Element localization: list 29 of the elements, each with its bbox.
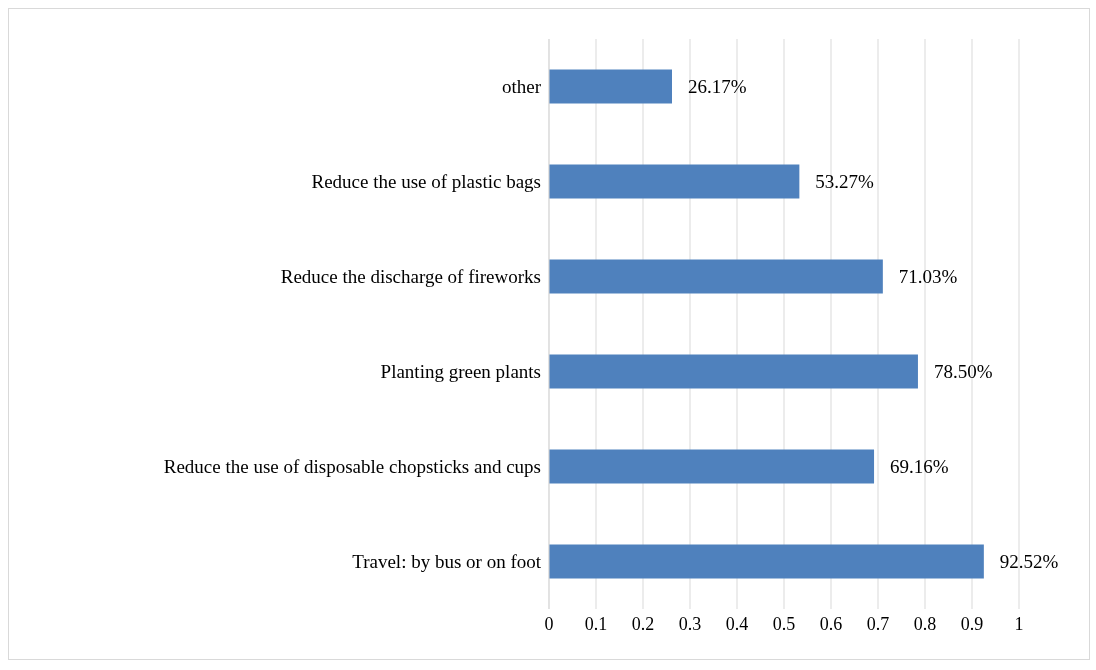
x-tick-label: 0.8 [913, 613, 937, 634]
x-tick-label: 0.5 [772, 613, 796, 634]
bar [549, 354, 918, 389]
data-label: 71.03% [898, 266, 958, 288]
x-tick-label: 0 [544, 613, 554, 634]
y-tick-label: Reduce the use of plastic bags [311, 171, 541, 193]
bar [549, 544, 984, 579]
bar [549, 449, 875, 484]
x-tick-label: 0.3 [678, 613, 702, 634]
x-tick-label: 0.2 [631, 613, 655, 634]
bar [549, 164, 800, 199]
y-tick-label: other [501, 76, 542, 98]
x-tick-label: 0.7 [866, 613, 890, 634]
data-label: 26.17% [688, 76, 747, 98]
data-label: 53.27% [815, 171, 875, 193]
y-tick-label: Reduce the use of disposable chopsticks and cups [163, 456, 541, 478]
x-tick-label: 1 [1014, 613, 1024, 634]
y-tick-label: Reduce the discharge of fireworks [280, 266, 541, 288]
bar [549, 259, 883, 294]
y-tick-label: Planting green plants [380, 361, 541, 383]
x-tick-label: 0.4 [725, 613, 749, 634]
bar [549, 69, 672, 104]
x-tick-label: 0.9 [960, 613, 984, 634]
data-label: 69.16% [890, 456, 949, 478]
data-label: 78.50% [933, 361, 993, 383]
x-tick-label: 0.1 [584, 613, 608, 634]
data-label: 92.52% [999, 551, 1059, 573]
y-tick-label: Travel: by bus or on foot [352, 551, 542, 573]
x-tick-label: 0.6 [819, 613, 843, 634]
